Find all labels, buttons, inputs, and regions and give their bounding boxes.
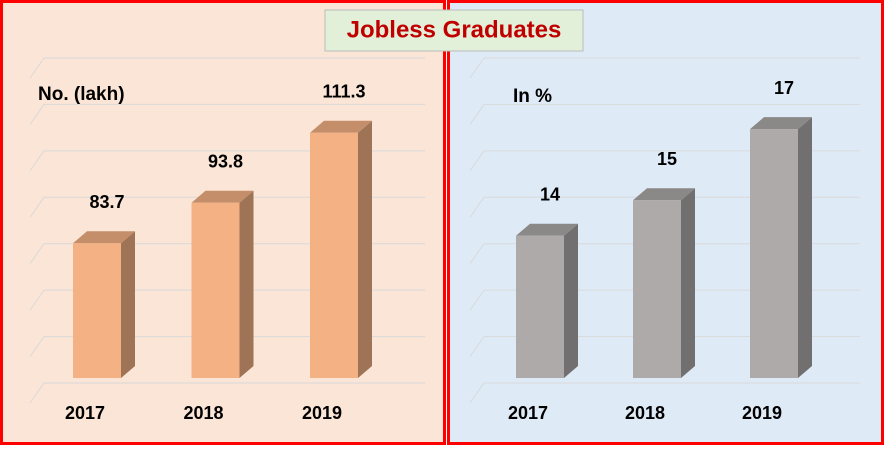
bar-side [681,188,695,378]
chart-title: Jobless Graduates [347,16,562,43]
grid-line [29,196,425,218]
grid-line [29,103,425,125]
bar [73,231,135,378]
bar-front [191,202,240,378]
bar-front [516,235,564,378]
bar-front [750,129,798,378]
grid-line [469,57,860,79]
bar-top [750,117,812,130]
bar-top [633,188,695,201]
grid-line [469,243,860,265]
grid-line [469,150,860,172]
y-axis-label: No. (lakh) [38,84,125,105]
grid-line [29,57,425,79]
grid-line [469,289,860,311]
x-tick-label: 2017 [65,403,105,423]
bar-front [73,243,121,378]
grid-line [469,103,860,125]
grid-line [29,289,425,311]
bar [750,117,812,378]
bar [191,190,254,378]
bar-top [516,223,578,236]
bar [516,223,578,378]
value-label: 93.8 [208,152,243,172]
grid-line [469,382,860,404]
bar-front [310,132,358,378]
value-label: 14 [540,185,560,205]
value-label: 83.7 [89,192,124,212]
bar-top [310,120,372,133]
grid-line [469,196,860,218]
bar [310,120,372,379]
grid-line [29,336,425,357]
y-axis-label: In % [513,86,552,107]
x-tick-label: 2018 [625,403,665,423]
bar-side [564,223,578,378]
value-label: 15 [657,149,677,169]
x-tick-label: 2018 [183,403,223,423]
bar-side [239,190,254,378]
bar-front [633,200,681,378]
grid-line [469,336,860,357]
x-tick-label: 2017 [508,403,548,423]
bar-side [358,120,372,379]
bar-side [121,231,135,378]
bar-side [798,117,812,378]
value-label: 111.3 [322,82,365,102]
bar [633,188,695,378]
x-tick-label: 2019 [302,403,342,423]
bar-top [191,190,254,203]
grid-line [29,382,425,404]
grid-line [29,243,425,265]
title-box [324,9,584,52]
bar-top [73,231,135,244]
grid-line [29,150,425,172]
x-tick-label: 2019 [742,403,782,423]
value-label: 17 [774,78,794,98]
